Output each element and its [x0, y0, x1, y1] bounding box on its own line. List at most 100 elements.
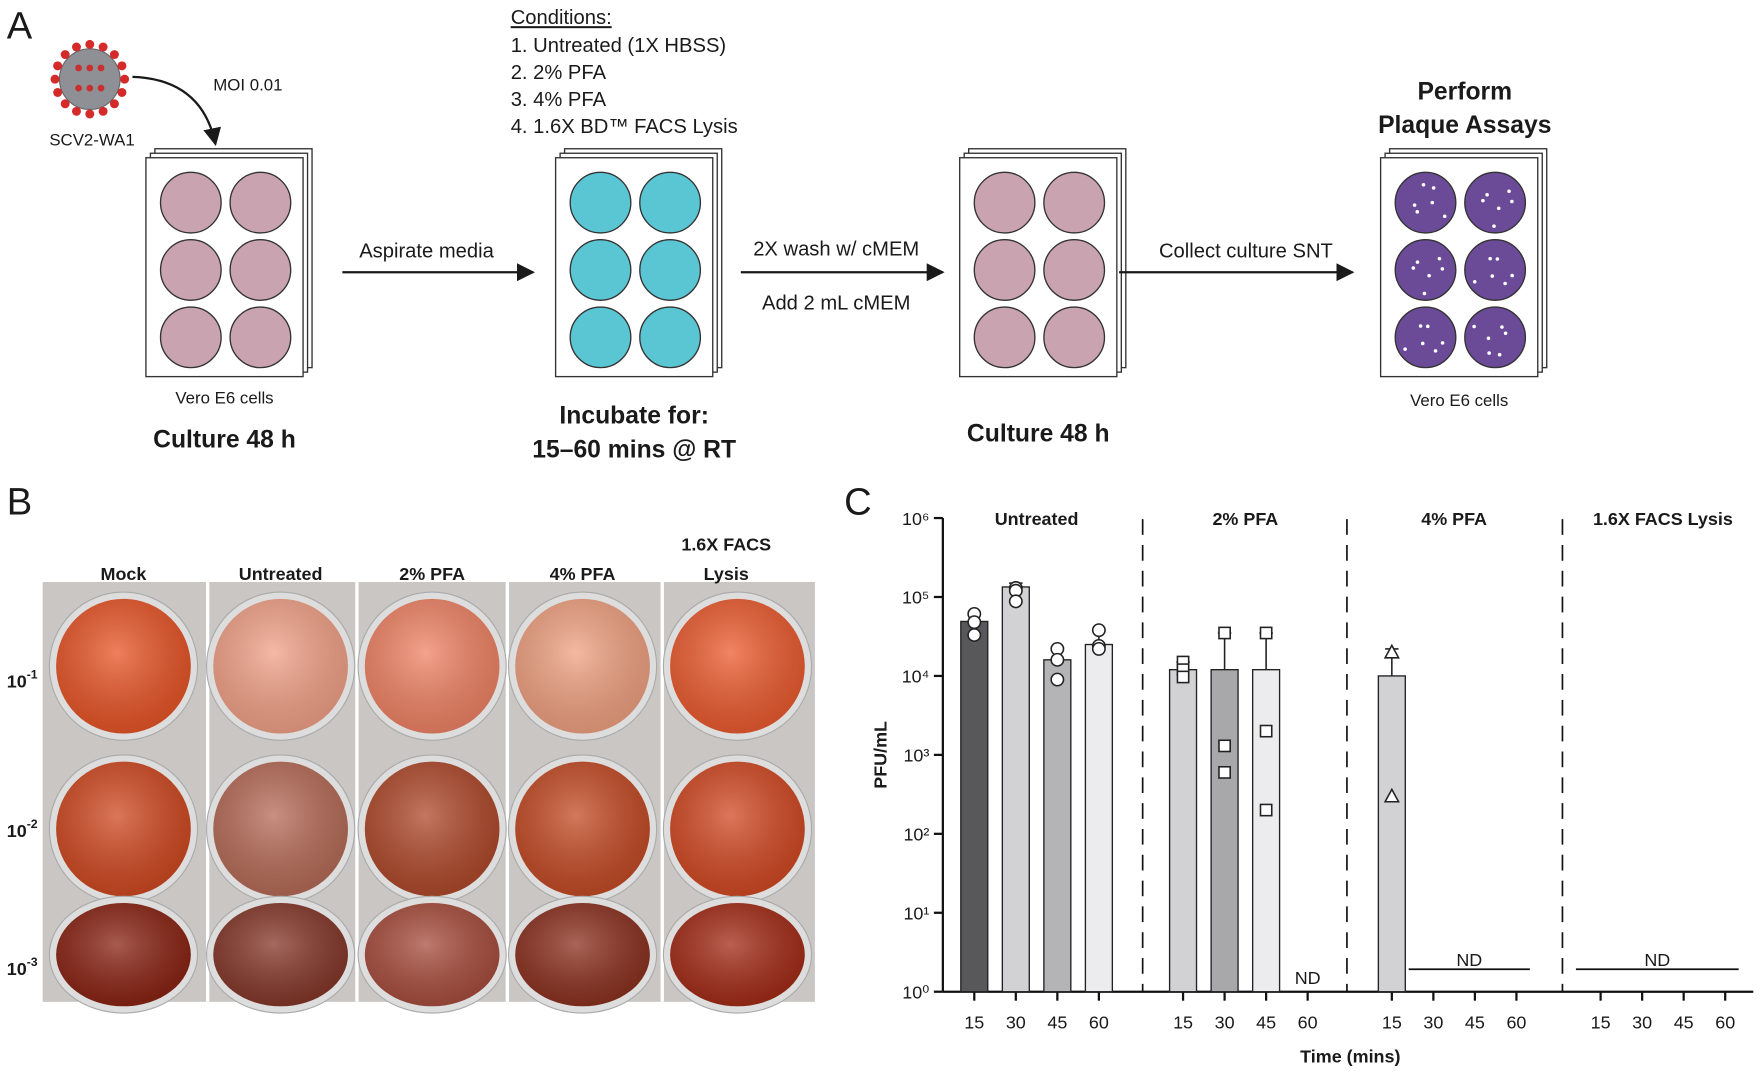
well [1394, 306, 1457, 369]
data-point [1176, 670, 1190, 684]
spike [60, 99, 70, 109]
well [229, 306, 292, 369]
data-point [1218, 765, 1231, 779]
x-tick-label: 15 [1173, 1013, 1193, 1033]
dilution-base: 10 [7, 821, 27, 841]
plaque [1497, 352, 1502, 357]
plaque [1415, 210, 1420, 214]
panel-label: A [7, 5, 33, 48]
data-point [1008, 594, 1023, 609]
spike [117, 87, 127, 97]
plaque [1496, 206, 1501, 211]
arrow-label: Collect culture SNT [1159, 241, 1333, 263]
x-tick-label: 15 [1382, 1013, 1402, 1033]
plaque [1403, 347, 1407, 351]
well [639, 171, 702, 234]
data-point [1050, 652, 1065, 667]
virus-spikes [50, 39, 130, 119]
plaque [1421, 182, 1426, 187]
column-label: Lysis [704, 564, 749, 584]
plaque [1442, 214, 1447, 219]
plaque [1412, 203, 1417, 207]
well [1464, 306, 1527, 369]
plaque [1440, 267, 1445, 271]
spike [60, 50, 70, 60]
column-label: 2% PFA [399, 564, 465, 584]
condition: 3. 4% PFA [511, 89, 607, 111]
well-shade [364, 598, 500, 734]
spike [53, 61, 63, 71]
spike [71, 106, 81, 116]
well [973, 171, 1036, 234]
dilution-base: 10 [7, 959, 27, 979]
plaque [1420, 341, 1425, 346]
panel-b: B Mock Untreated 2% PFA 4% PFA 1.6X FACS Lysi… [7, 481, 815, 1014]
x-tick-label: 30 [1215, 1013, 1235, 1033]
well-shade [515, 598, 650, 734]
spike [98, 106, 108, 116]
well-shade [670, 903, 805, 1007]
spike [97, 64, 105, 72]
well [1394, 238, 1457, 301]
spike [75, 64, 82, 72]
well [1464, 171, 1527, 234]
step-label: Culture 48 h [153, 426, 296, 453]
panel-label: C [844, 481, 872, 524]
data-point [967, 628, 982, 642]
spike [120, 74, 130, 84]
data-point [1218, 739, 1231, 753]
nd-label: ND [1456, 950, 1482, 970]
data-point [1259, 724, 1273, 738]
spike [71, 42, 81, 52]
group-title: 1.6X FACS Lysis [1593, 509, 1733, 529]
dilution-label: 10-1 [7, 668, 38, 692]
y-tick-label: 10³ [903, 746, 929, 766]
spike [50, 74, 60, 84]
well [1043, 238, 1106, 301]
well [1464, 238, 1527, 301]
well-shade [670, 598, 805, 734]
bar [1043, 659, 1072, 993]
conditions-title: Conditions: [511, 7, 612, 29]
plaque [1437, 256, 1442, 261]
plaque [1440, 341, 1445, 345]
well [159, 171, 222, 234]
data-point [967, 615, 982, 630]
condition: 2. 2% PFA [511, 62, 607, 84]
virus-icon [50, 39, 130, 119]
plaque [1507, 189, 1511, 194]
plaque [1495, 257, 1500, 261]
bar [1377, 675, 1406, 993]
step-label: Plaque Assays [1378, 112, 1551, 139]
dilution-exp: -3 [27, 955, 38, 969]
plaque [1485, 192, 1489, 197]
x-tick-label: 45 [1047, 1013, 1067, 1033]
plaque [1503, 331, 1508, 336]
well-shade [56, 598, 191, 734]
y-tick-label: 10⁵ [902, 588, 929, 608]
well-shade [56, 761, 191, 897]
y-tick-label: 10⁶ [902, 509, 929, 529]
data-point [1259, 626, 1273, 640]
spike [98, 42, 108, 52]
spike [85, 109, 95, 119]
well-shade [670, 761, 805, 897]
spike [75, 84, 82, 92]
nd-label: ND [1295, 968, 1321, 988]
plaque [1487, 351, 1491, 355]
column-label: Untreated [239, 564, 323, 584]
y-tick-label: 10⁴ [902, 667, 930, 687]
x-tick-label: 45 [1465, 1013, 1485, 1033]
bar [1251, 669, 1281, 993]
spike [117, 61, 127, 71]
well [229, 171, 292, 234]
infect-arrow [132, 75, 222, 147]
step-label: Culture 48 h [967, 421, 1110, 448]
dilution-base: 10 [7, 672, 27, 692]
moi-label: MOI 0.01 [213, 75, 282, 94]
step-label: Incubate for: [559, 403, 709, 430]
plaque [1411, 266, 1416, 270]
group-title: 4% PFA [1421, 509, 1487, 529]
y-tick-label: 10⁰ [902, 982, 929, 1002]
